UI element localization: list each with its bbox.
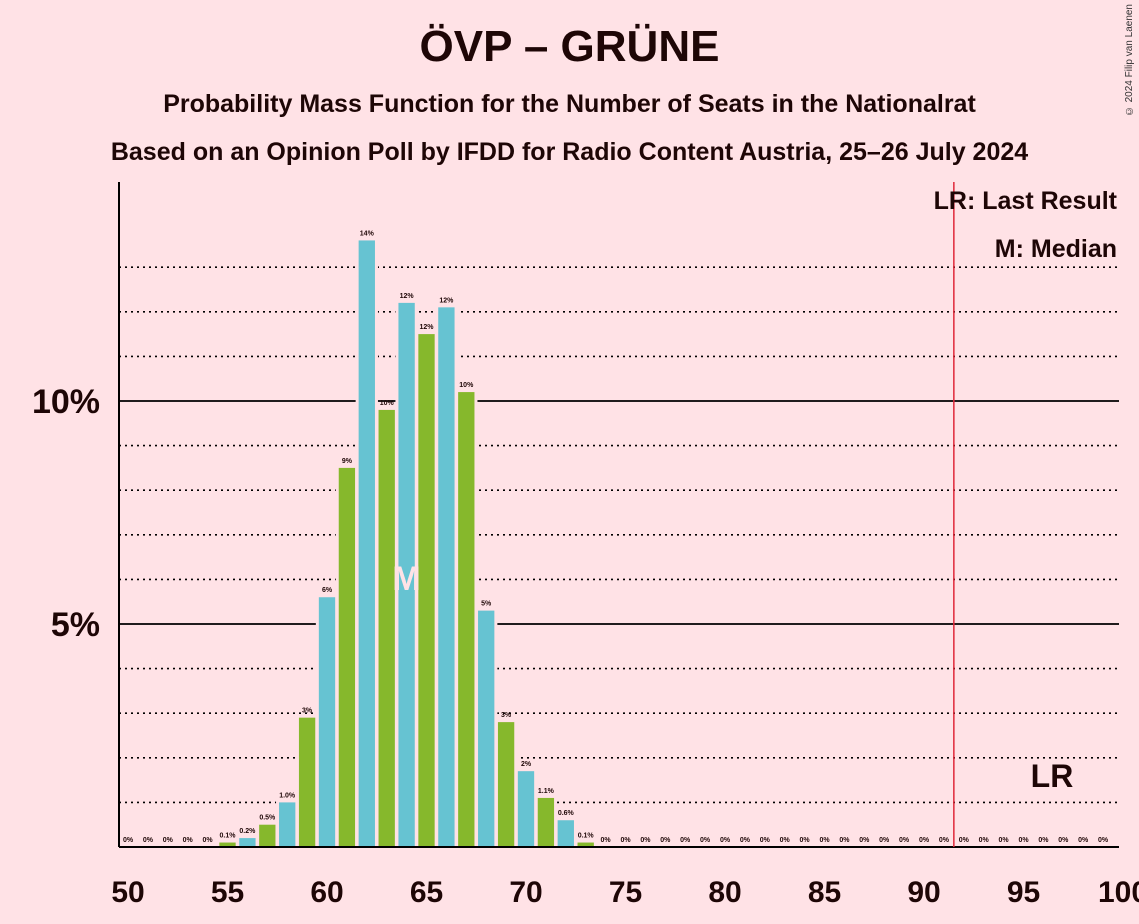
bar-value-label: 12% xyxy=(439,297,454,304)
bar-value-label: 0% xyxy=(899,837,910,844)
bar-value-label: 12% xyxy=(400,293,415,300)
bar-value-label: 0% xyxy=(879,837,890,844)
x-tick-label: 100 xyxy=(1098,876,1139,909)
bar-value-label: 10% xyxy=(380,400,395,407)
bar xyxy=(338,467,356,847)
bar-value-label: 5% xyxy=(481,601,492,608)
bar-value-label: 0% xyxy=(839,837,850,844)
bar-value-label: 0% xyxy=(203,837,214,844)
bar-value-label: 0% xyxy=(620,837,631,844)
bar xyxy=(577,842,594,847)
bar-value-label: 0% xyxy=(640,837,651,844)
bar xyxy=(517,771,535,847)
chart-subtitle: Probability Mass Function for the Number… xyxy=(163,90,976,118)
bar-value-label: 0% xyxy=(859,837,870,844)
x-tick-label: 60 xyxy=(310,876,343,909)
bar-value-label: 0% xyxy=(601,837,612,844)
bar xyxy=(418,334,435,848)
bar-value-label: 0% xyxy=(123,837,134,844)
bar xyxy=(497,722,515,847)
median-marker: M xyxy=(392,560,420,598)
bar-value-label: 0% xyxy=(720,837,731,844)
x-tick-label: 70 xyxy=(509,876,542,909)
bar-value-label: 0% xyxy=(1098,837,1109,844)
bar-value-label: 0% xyxy=(959,837,970,844)
bar xyxy=(279,802,296,847)
bar-value-label: 0% xyxy=(1018,837,1029,844)
bar-value-label: 3% xyxy=(302,708,313,715)
y-tick-label: 10% xyxy=(32,383,100,421)
bar xyxy=(378,409,395,847)
bar-value-label: 0% xyxy=(740,837,751,844)
bar xyxy=(438,307,455,848)
bar-value-label: 9% xyxy=(342,458,353,465)
bar-value-label: 0% xyxy=(700,837,711,844)
bar xyxy=(298,717,316,847)
bar-value-label: 0% xyxy=(760,837,771,844)
bar-value-label: 0% xyxy=(1058,837,1069,844)
bar-value-label: 0% xyxy=(660,837,671,844)
bar xyxy=(219,842,236,847)
y-tick-label: 5% xyxy=(51,606,100,644)
last-result-marker: LR xyxy=(1031,758,1074,794)
bar-value-label: 0% xyxy=(800,837,811,844)
bar xyxy=(537,797,555,847)
bar-value-label: 0% xyxy=(819,837,830,844)
x-tick-label: 95 xyxy=(1007,876,1040,909)
bar-value-label: 0% xyxy=(979,837,990,844)
bar-value-label: 0% xyxy=(939,837,950,844)
chart-title: ÖVP – GRÜNE xyxy=(419,22,720,71)
bar-value-label: 0% xyxy=(1078,837,1089,844)
x-tick-label: 55 xyxy=(211,876,244,909)
x-tick-label: 90 xyxy=(907,876,940,909)
bar-value-label: 2% xyxy=(521,761,532,768)
bar-value-label: 12% xyxy=(419,324,434,331)
bar-value-label: 0% xyxy=(919,837,930,844)
bar-value-label: 6% xyxy=(322,587,333,594)
bar-value-label: 0.1% xyxy=(220,833,237,840)
bar xyxy=(557,820,574,847)
bar-value-label: 0% xyxy=(183,837,194,844)
bar xyxy=(478,610,495,847)
bar-value-label: 0.5% xyxy=(259,815,276,822)
bar-value-label: 10% xyxy=(459,382,474,389)
bar xyxy=(398,302,415,847)
bar-value-label: 3% xyxy=(501,712,512,719)
bar-value-label: 0% xyxy=(680,837,691,844)
x-tick-label: 75 xyxy=(609,876,642,909)
bar-value-label: 0.6% xyxy=(558,810,575,817)
legend-last-result: LR: Last Result xyxy=(934,187,1118,215)
bar-value-label: 0% xyxy=(999,837,1010,844)
legend-median: M: Median xyxy=(995,235,1117,263)
bar-value-label: 1.0% xyxy=(279,792,296,799)
bar-value-label: 0.1% xyxy=(578,833,595,840)
bar-value-label: 0% xyxy=(143,837,154,844)
x-tick-label: 65 xyxy=(410,876,443,909)
x-tick-label: 50 xyxy=(111,876,144,909)
bar xyxy=(458,392,475,847)
bar-value-label: 0% xyxy=(780,837,791,844)
x-tick-label: 80 xyxy=(708,876,741,909)
bar xyxy=(318,597,336,847)
bar-value-label: 0.2% xyxy=(239,828,256,835)
x-tick-label: 85 xyxy=(808,876,841,909)
bar xyxy=(259,824,276,847)
chart-subtitle-source: Based on an Opinion Poll by IFDD for Rad… xyxy=(110,138,1029,166)
bar-value-label: 14% xyxy=(360,230,375,237)
bar-value-label: 1.1% xyxy=(538,788,555,795)
bar-value-label: 0% xyxy=(1038,837,1049,844)
bar-value-label: 0% xyxy=(163,837,174,844)
bar xyxy=(358,240,375,847)
bar xyxy=(239,838,256,847)
